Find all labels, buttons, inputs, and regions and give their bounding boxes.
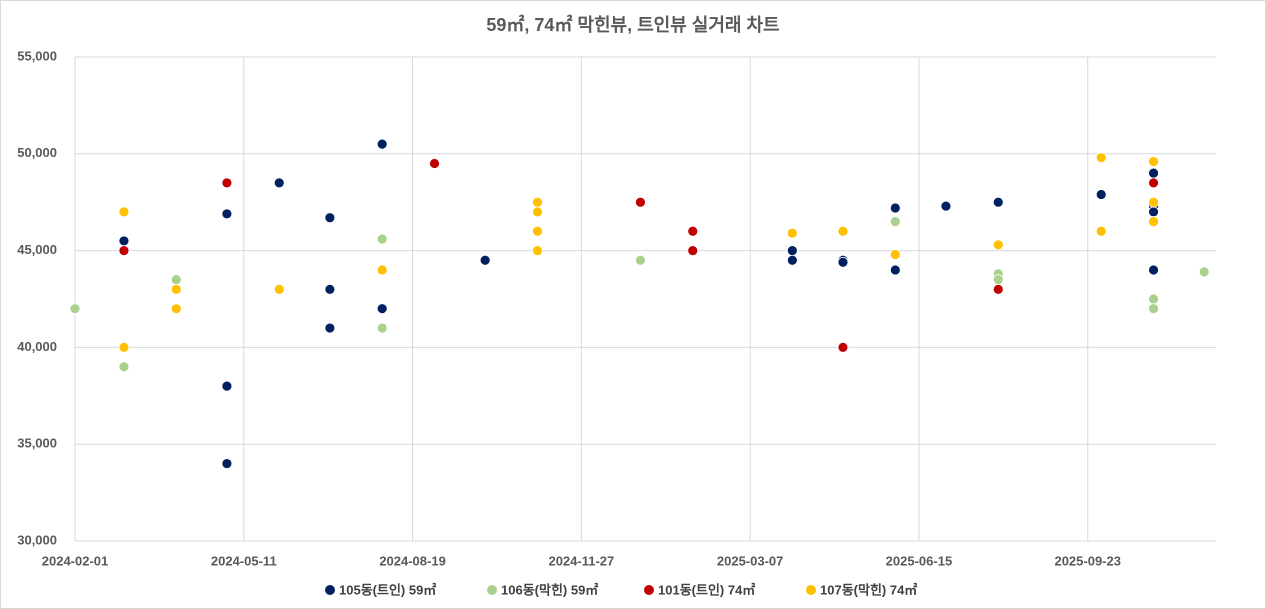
legend-marker [487,585,497,595]
scatter-point [118,206,130,218]
scatter-point [992,283,1004,295]
scatter-point [1148,156,1159,167]
scatter-point [889,216,901,227]
scatter-point [687,225,699,237]
legend-marker [644,585,654,595]
y-tick-label: 55,000 [17,48,57,63]
scatter-point [376,303,388,315]
scatter-point [1148,206,1159,218]
x-tick-label: 2024-11-27 [548,553,614,568]
x-tick-label: 2025-06-15 [886,553,953,568]
scatter-point [786,227,798,239]
scatter-point [837,341,849,353]
legend-label: 107동(막힌) 74㎡ [820,582,917,597]
scatter-point [324,212,336,224]
scatter-point [273,177,285,189]
scatter-point [1148,264,1159,276]
scatter-point [992,239,1004,251]
scatter-point [273,283,285,295]
scatter-point [786,254,798,266]
scatter-point [532,245,543,257]
x-tick-label: 2025-03-07 [717,553,784,568]
x-tick-label: 2024-08-19 [379,553,446,568]
scatter-point [635,254,646,266]
scatter-point [324,322,336,334]
scatter-point [1148,177,1159,189]
scatter-point [940,200,952,212]
scatter-point [118,361,130,373]
scatter-point [635,196,646,208]
scatter-point [221,208,233,220]
y-tick-label: 30,000 [17,532,57,547]
scatter-point [170,274,182,286]
scatter-point [1148,303,1159,315]
scatter-point [837,256,849,268]
scatter-point [532,206,543,218]
scatter-point [376,233,388,245]
y-tick-label: 40,000 [17,339,57,354]
scatter-point [532,196,543,208]
chart-title: 59㎡, 74㎡ 막힌뷰, 트인뷰 실거래 차트 [486,14,779,35]
scatter-point [376,138,388,150]
scatter-point [786,245,798,257]
scatter-point [429,158,440,169]
scatter-point [1148,216,1159,227]
scatter-point [118,245,130,257]
scatter-point [889,202,901,214]
scatter-point [1148,293,1159,305]
legend-marker [325,585,335,595]
scatter-point [992,274,1004,286]
y-tick-label: 35,000 [17,436,57,451]
scatter-point [118,341,130,353]
scatter-point [170,283,182,295]
legend-label: 106동(막힌) 59㎡ [501,582,598,597]
scatter-point [687,245,699,257]
scatter-point [1095,189,1107,200]
scatter-point [1148,167,1159,179]
scatter-point [376,264,388,276]
scatter-point [1198,266,1210,278]
x-tick-label: 2024-02-01 [42,553,109,568]
scatter-point [889,249,901,260]
scatter-point [1095,225,1107,237]
scatter-point [118,235,130,247]
legend-marker [806,585,816,595]
x-tick-label: 2024-05-11 [211,553,277,568]
scatter-point [221,380,233,392]
scatter-point [837,225,849,237]
scatter-point [170,303,182,315]
scatter-point [221,177,233,189]
scatter-point [324,283,336,295]
y-tick-label: 50,000 [17,145,57,160]
legend-label: 105동(트인) 59㎡ [339,582,436,597]
scatter-point [1095,152,1107,164]
scatter-point [69,303,81,315]
y-tick-label: 45,000 [17,242,57,257]
legend-label: 101동(트인) 74㎡ [658,582,755,597]
scatter-point [992,196,1004,208]
scatter-point [376,322,388,334]
x-tick-label: 2025-09-23 [1054,553,1121,568]
scatter-point [479,254,491,266]
scatter-point [221,458,233,469]
scatter-point [1148,196,1159,208]
scatter-point [532,225,543,237]
scatter-point [889,264,901,276]
